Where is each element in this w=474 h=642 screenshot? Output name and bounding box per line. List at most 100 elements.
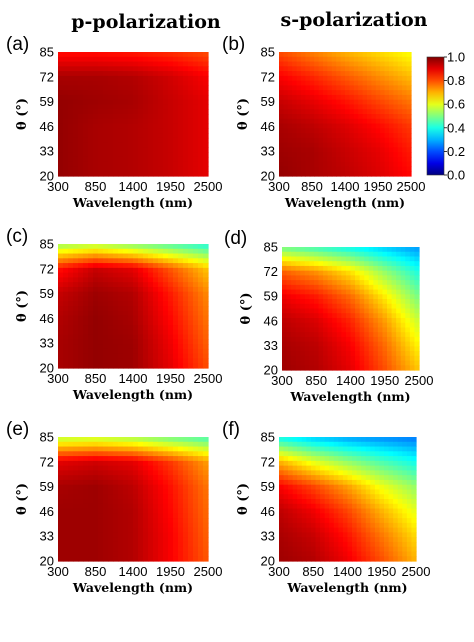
heatmap-cell	[371, 133, 377, 139]
heatmap-cell	[309, 355, 315, 362]
heatmap-cell	[203, 272, 209, 278]
heatmap-cell	[83, 258, 89, 264]
heatmap-cell	[168, 456, 174, 462]
heatmap-cell	[331, 118, 337, 125]
heatmap-cell	[356, 546, 362, 553]
heatmap-cell	[123, 85, 129, 91]
heatmap-cell	[108, 133, 114, 139]
heatmap-cell	[300, 247, 306, 253]
heatmap-cell	[355, 365, 361, 371]
heatmap-cell	[118, 503, 124, 510]
heatmap-cell	[108, 546, 114, 553]
heatmap-cell	[324, 537, 330, 543]
heatmap-cell	[78, 71, 84, 77]
heatmap-cell	[148, 99, 154, 106]
heatmap-cell	[128, 152, 134, 158]
heatmap-cell	[338, 499, 344, 505]
heatmap-cell	[138, 456, 144, 462]
heatmap-cell	[296, 161, 302, 168]
heatmap-cell	[138, 320, 144, 326]
heatmap-cell	[203, 310, 209, 317]
heatmap-cell	[78, 52, 84, 58]
heatmap-cell	[173, 508, 179, 514]
heatmap-cell	[118, 94, 124, 101]
heatmap-cell	[356, 437, 362, 443]
heatmap-cell	[380, 147, 386, 153]
y-tick-label: 72	[264, 264, 278, 279]
heatmap-cell	[400, 280, 406, 286]
heatmap-cell	[198, 329, 204, 336]
heatmap-cell	[314, 66, 320, 72]
heatmap-cell	[306, 537, 312, 543]
heatmap-cell	[168, 282, 174, 288]
heatmap-cell	[83, 75, 89, 82]
heatmap-cell	[168, 296, 174, 302]
heatmap-cell	[388, 546, 394, 553]
heatmap-cell	[305, 114, 311, 120]
heatmap-cell	[352, 503, 358, 510]
heatmap-cell	[402, 475, 408, 481]
heatmap-cell	[409, 275, 416, 281]
heatmap-cell	[93, 363, 99, 369]
heatmap-cell	[123, 460, 129, 467]
heatmap-cell	[73, 527, 79, 533]
heatmap-cell	[400, 322, 406, 329]
heatmap-cell	[118, 551, 124, 557]
heatmap-cell	[331, 166, 337, 172]
heatmap-cell	[63, 161, 69, 168]
heatmap-cell	[288, 484, 294, 491]
heatmap-cell	[88, 109, 94, 115]
heatmap-cell	[345, 104, 350, 110]
heatmap-cell	[118, 282, 124, 288]
heatmap-cell	[287, 80, 293, 86]
heatmap-cell	[203, 258, 209, 264]
heatmap-cell	[78, 286, 84, 293]
heatmap-cell	[143, 99, 149, 106]
heatmap-cell	[183, 363, 189, 369]
heatmap-cell	[359, 256, 365, 262]
heatmap-cell	[78, 133, 84, 139]
heatmap-cell	[108, 161, 114, 168]
heatmap-cell	[287, 161, 293, 168]
heatmap-cell	[98, 52, 104, 58]
heatmap-cell	[393, 128, 399, 134]
heatmap-cell	[83, 85, 89, 91]
heatmap-cell	[188, 118, 194, 125]
heatmap-cell	[374, 508, 381, 514]
heatmap-cell	[188, 133, 194, 139]
heatmap-cell	[300, 289, 306, 295]
heatmap-cell	[391, 280, 397, 286]
heatmap-cell	[183, 267, 189, 274]
heatmap-cell	[375, 80, 381, 86]
heatmap-cell	[103, 451, 109, 457]
heatmap-cell	[279, 171, 284, 177]
heatmap-cell	[347, 460, 353, 467]
heatmap-cell	[397, 156, 403, 163]
heatmap-cell	[58, 90, 64, 96]
heatmap-cell	[384, 541, 390, 548]
heatmap-cell	[402, 527, 408, 533]
heatmap-cell	[63, 166, 69, 172]
heatmap-cell	[345, 85, 350, 91]
heatmap-cell	[377, 322, 384, 329]
heatmap-cell	[113, 320, 119, 326]
heatmap-cell	[347, 456, 353, 462]
heatmap-cell	[78, 537, 84, 543]
heatmap-cell	[342, 446, 349, 452]
heatmap-cell	[153, 348, 159, 355]
heatmap-cell	[323, 118, 328, 125]
heatmap-cell	[113, 306, 119, 312]
heatmap-cell	[393, 109, 399, 115]
heatmap-cell	[68, 446, 74, 452]
heatmap-cell	[291, 280, 297, 286]
x-tick-label: 2500	[194, 371, 223, 386]
heatmap-cell	[163, 334, 169, 340]
heatmap-cell	[402, 94, 408, 101]
heatmap-cell	[138, 325, 144, 331]
heatmap-cell	[203, 90, 209, 96]
heatmap-cell	[333, 456, 339, 462]
heatmap-cell	[108, 99, 114, 106]
heatmap-cell	[397, 451, 403, 457]
heatmap-cell	[409, 256, 416, 262]
